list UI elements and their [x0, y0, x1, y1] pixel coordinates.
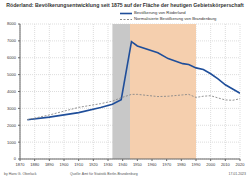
svg-text:2000: 2000: [8, 123, 17, 128]
html-text:Bevölkerung von Röderland: Bevölkerung von Röderland: [134, 10, 186, 15]
svg-text:1990: 1990: [192, 162, 202, 167]
html-text:by Hans G. Oberlack: by Hans G. Oberlack: [4, 172, 37, 176]
svg-text:1920: 1920: [89, 162, 99, 167]
svg-text:6000: 6000: [8, 55, 17, 60]
svg-text:1940: 1940: [118, 162, 128, 167]
svg-text:3000: 3000: [8, 106, 17, 111]
html-text:Quelle: Amt für Statistik Berl: Quelle: Amt für Statistik Berlin-Branden…: [70, 172, 138, 176]
svg-text:4000: 4000: [8, 89, 17, 94]
html-text:17.01.2023: 17.01.2023: [228, 172, 246, 176]
svg-text:2010: 2010: [221, 162, 231, 167]
svg-text:1890: 1890: [45, 162, 55, 167]
svg-text:7000: 7000: [8, 38, 17, 43]
svg-text:1900: 1900: [60, 162, 70, 167]
svg-text:0: 0: [14, 156, 17, 161]
svg-text:1000: 1000: [8, 140, 17, 145]
svg-text:1930: 1930: [104, 162, 114, 167]
svg-text:5000: 5000: [8, 72, 17, 77]
svg-text:8000: 8000: [8, 21, 17, 26]
svg-text:1950: 1950: [133, 162, 143, 167]
html-text:Normalisierte Bevölkerung von: Normalisierte Bevölkerung von Brandenbur…: [134, 16, 217, 21]
html-text:Röderland: Bevölkerungsentwick: Röderland: Bevölkerungsentwicklung seit …: [6, 2, 244, 8]
svg-text:2020: 2020: [236, 162, 242, 167]
svg-text:1980: 1980: [177, 162, 187, 167]
svg-text:1970: 1970: [162, 162, 172, 167]
svg-text:1910: 1910: [74, 162, 84, 167]
svg-text:1870: 1870: [16, 162, 26, 167]
svg-text:2000: 2000: [206, 162, 216, 167]
svg-text:1880: 1880: [30, 162, 40, 167]
svg-text:1960: 1960: [148, 162, 158, 167]
